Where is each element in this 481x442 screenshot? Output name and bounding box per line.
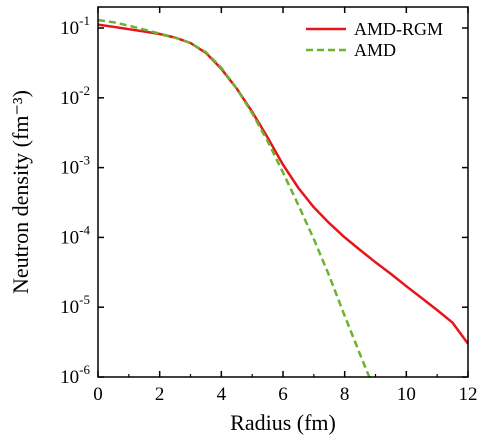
plot-frame: [97, 6, 469, 378]
y-axis-title: Neutron density (fm⁻³): [8, 90, 33, 294]
series-line-amd-rgm: [97, 23, 470, 345]
y-tick-label: 10-2: [60, 83, 90, 109]
y-tick-label: 10-6: [60, 362, 90, 388]
legend-label: AMD: [354, 40, 396, 60]
x-tick-label: 8: [340, 384, 350, 405]
x-tick-label: 2: [155, 384, 165, 405]
series-line-amd: [97, 18, 371, 378]
x-tick-label: 12: [459, 384, 478, 405]
x-tick-label: 0: [93, 384, 103, 405]
y-tick-label: 10-3: [60, 153, 90, 179]
x-tick-label: 4: [217, 384, 227, 405]
x-tick-label: 10: [397, 384, 416, 405]
y-tick-label: 10-4: [60, 222, 90, 248]
series-layer: [97, 18, 470, 378]
legend-label: AMD-RGM: [354, 19, 443, 39]
x-axis-title: Radius (fm): [230, 410, 336, 435]
ticks-layer: 0 2 4 6 8 10 12 10-6 10-5 10-4 10-3 10-2 10-1: [60, 7, 478, 405]
x-tick-label: 6: [278, 384, 288, 405]
y-tick-label: 10-1: [60, 13, 90, 39]
y-tick-label: 10-5: [60, 292, 90, 318]
